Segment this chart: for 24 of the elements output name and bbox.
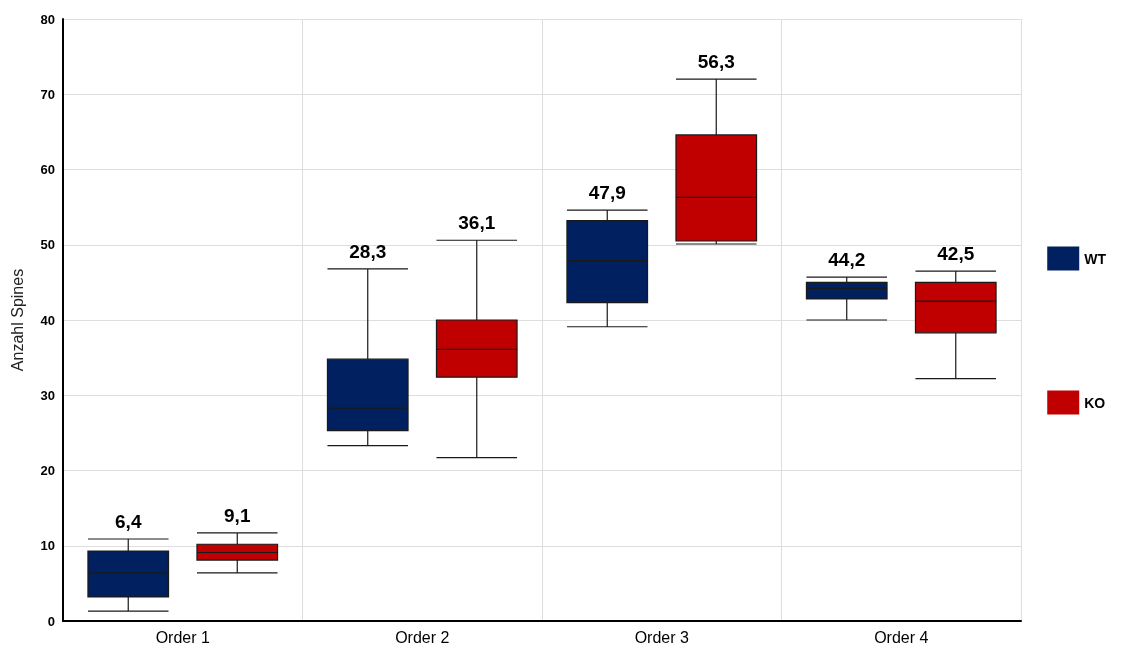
y-tick-label: 0 xyxy=(47,613,55,629)
y-axis-title: Anzahl Spines xyxy=(8,268,26,372)
text: 47,9 xyxy=(588,182,626,204)
y-tick-label: 70 xyxy=(40,86,55,102)
legend-label: KO xyxy=(1084,394,1106,411)
y-tick-label: 10 xyxy=(40,538,55,554)
x-tick-label: Order 4 xyxy=(874,628,929,646)
text: 44,2 xyxy=(828,249,866,271)
y-tick-label: 20 xyxy=(40,463,55,478)
text: 6,4 xyxy=(115,510,142,532)
y-tick-label: 50 xyxy=(40,237,55,253)
y-tick-label: 80 xyxy=(40,11,55,27)
y-tick-label: 60 xyxy=(40,162,55,177)
y-tick-label: 40 xyxy=(40,312,55,328)
x-tick-label: Order 3 xyxy=(634,628,689,646)
text: 36,1 xyxy=(458,212,496,234)
text: 9,1 xyxy=(224,504,251,526)
y-tick-label: 30 xyxy=(40,387,55,403)
text: 56,3 xyxy=(697,51,735,73)
text: 28,3 xyxy=(349,240,387,262)
x-tick-label: Order 2 xyxy=(395,628,450,646)
legend-label: WT xyxy=(1084,250,1107,267)
x-tick-label: Order 1 xyxy=(155,628,210,646)
text: 42,5 xyxy=(937,243,975,265)
